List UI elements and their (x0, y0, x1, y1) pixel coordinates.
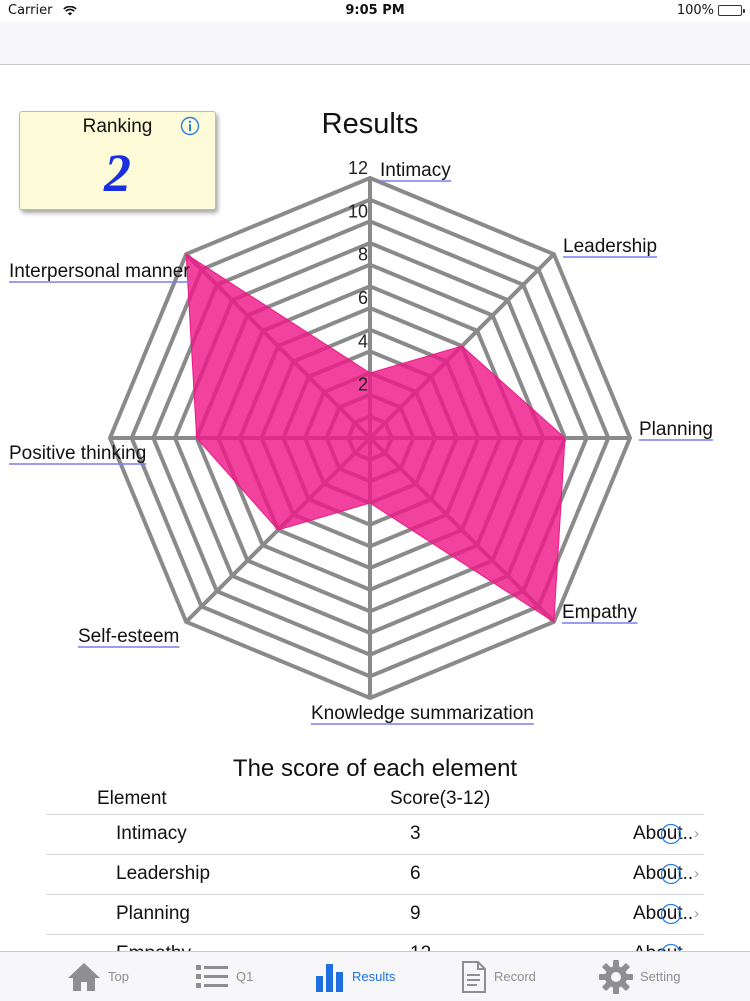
score-row-planning[interactable]: Planning 9 About.. › (46, 894, 704, 934)
about-circle-icon (660, 863, 682, 885)
navigation-bar (0, 22, 750, 65)
tab-label: Setting (640, 969, 681, 984)
element-score: 9 (410, 903, 421, 924)
score-row-intimacy[interactable]: Intimacy 3 About.. › (46, 814, 704, 854)
axis-label-text: Positive thinking (9, 443, 146, 464)
radar-axis-label-positive-thinking[interactable]: Positive thinking (9, 443, 147, 465)
axis-label-text: Self-esteem (78, 626, 179, 647)
radar-tick-label: 2 (358, 375, 368, 395)
status-bar: Carrier 9:05 PM 100% (0, 0, 750, 22)
radar-axis-label-planning[interactable]: Planning (639, 419, 713, 441)
radar-chart: 2 4 6 8 10 12 Intimacy Leadership Planning Empat… (9, 158, 713, 725)
tab-label: Q1 (236, 969, 254, 984)
tab-top[interactable]: Top (66, 952, 129, 1001)
element-score: 6 (410, 863, 421, 884)
chevron-right-icon: › (694, 865, 699, 882)
axis-label-text: Interpersonal manner (9, 261, 190, 282)
score-section-title: The score of each element (232, 755, 518, 782)
axis-label-text: Intimacy (380, 160, 451, 181)
radar-tick-label: 8 (358, 245, 368, 265)
radar-axis-label-leadership[interactable]: Leadership (563, 236, 658, 258)
element-name: Intimacy (116, 823, 187, 844)
battery-icon (718, 5, 745, 16)
radar-tick-label: 4 (358, 331, 368, 351)
tab-results[interactable]: Results (314, 952, 395, 1001)
radar-axis-label-intimacy[interactable]: Intimacy (380, 160, 452, 182)
axis-label-text: Leadership (563, 236, 657, 257)
radar-score-area (185, 253, 566, 623)
tab-q1[interactable]: Q1 (194, 952, 253, 1001)
radar-axis-label-interpersonal-manner[interactable]: Interpersonal manner (9, 261, 191, 283)
status-time: 9:05 PM (345, 3, 405, 18)
axis-label-text: Empathy (562, 602, 637, 623)
ranking-value: 2 (104, 143, 131, 203)
results-title: Results (321, 108, 419, 140)
radar-axis-labels: Intimacy Leadership Planning Empathy Knowled… (9, 160, 713, 725)
score-row-leadership[interactable]: Leadership 6 About.. › (46, 854, 704, 894)
tab-label: Record (494, 969, 536, 984)
element-name: Leadership (116, 863, 211, 884)
wifi-icon (62, 5, 77, 15)
carrier-label: Carrier (8, 3, 77, 18)
axis-label-text: Planning (639, 419, 713, 440)
bar-chart-icon (316, 963, 343, 992)
tab-bar: Top Q1 Results Record (0, 951, 750, 1001)
radar-tick-label: 6 (358, 288, 368, 308)
battery-percent: 100% (676, 3, 714, 18)
tab-record[interactable]: Record (460, 952, 536, 1001)
radar-tick-label: 12 (348, 158, 368, 178)
element-score: 3 (410, 823, 421, 844)
battery-indicator: 100% (676, 3, 745, 18)
radar-axis-label-empathy[interactable]: Empathy (562, 602, 638, 624)
chevron-right-icon: › (694, 905, 699, 922)
tab-label: Top (108, 969, 129, 984)
document-icon (462, 960, 486, 993)
tab-setting[interactable]: Setting (598, 952, 680, 1001)
axis-label-text: Knowledge summarization (311, 703, 534, 724)
radar-axis-label-knowledge-summarization[interactable]: Knowledge summarization (311, 703, 534, 725)
score-table: Intimacy 3 About.. › Leadership 6 About.… (46, 814, 704, 974)
about-circle-icon (660, 903, 682, 925)
gear-icon (599, 959, 633, 994)
list-icon (196, 964, 228, 988)
chevron-right-icon: › (694, 825, 699, 842)
column-header-element: Element (97, 788, 167, 809)
carrier-text: Carrier (8, 3, 53, 18)
home-icon (68, 962, 100, 991)
column-header-score: Score(3-12) (390, 788, 491, 809)
ranking-title: Ranking (82, 116, 153, 137)
info-icon[interactable] (180, 116, 200, 136)
radar-tick-label: 10 (348, 201, 368, 221)
tab-label: Results (352, 969, 396, 984)
ranking-card: Ranking 2 (19, 111, 216, 210)
about-circle-icon (660, 823, 682, 845)
element-name: Planning (116, 903, 190, 924)
radar-tick-labels: 2 4 6 8 10 12 (348, 158, 368, 395)
radar-axis-label-self-esteem[interactable]: Self-esteem (78, 626, 180, 648)
